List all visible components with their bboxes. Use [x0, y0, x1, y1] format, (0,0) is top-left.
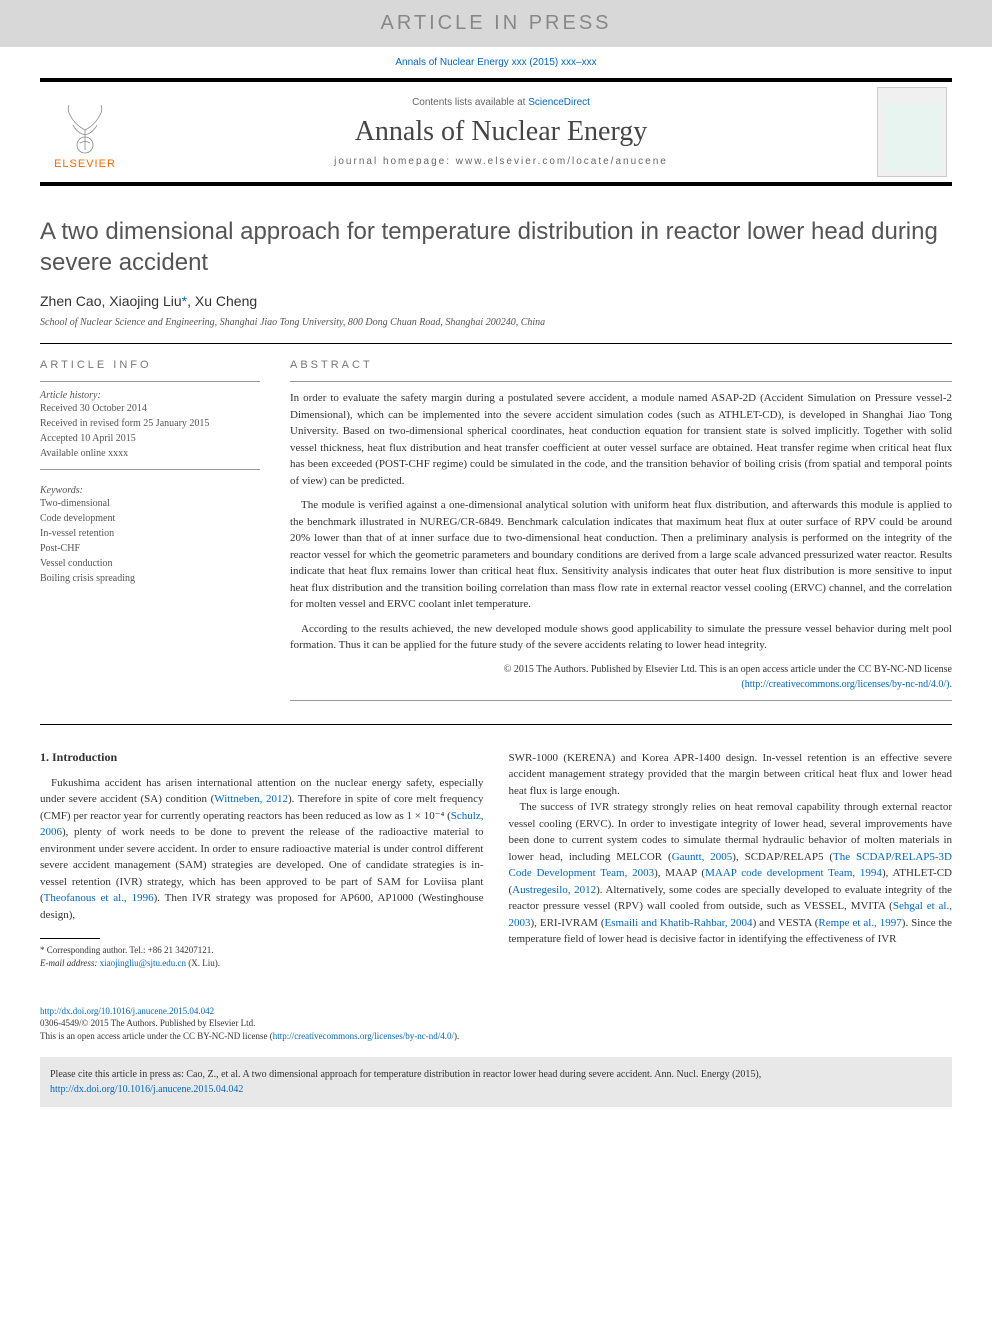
keyword-item: Two-dimensional [40, 496, 260, 511]
doi-link[interactable]: http://dx.doi.org/10.1016/j.anucene.2015… [40, 1006, 214, 1016]
contents-available-line: Contents lists available at ScienceDirec… [140, 97, 862, 108]
keyword-item: Vessel conduction [40, 556, 260, 571]
body-paragraph: Fukushima accident has arisen internatio… [40, 775, 484, 924]
bottom-info: http://dx.doi.org/10.1016/j.anucene.2015… [0, 1000, 992, 1053]
reference-link[interactable]: Theofanous et al., 1996 [44, 892, 154, 904]
body-paragraph: SWR-1000 (KERENA) and Korea APR-1400 des… [509, 750, 953, 800]
reference-link[interactable]: Rempe et al., 1997 [818, 917, 901, 929]
journal-cover-thumbnail [877, 87, 947, 177]
affiliation: School of Nuclear Science and Engineerin… [40, 317, 952, 328]
authors-line: Zhen Cao, Xiaojing Liu*, Xu Cheng [40, 293, 952, 309]
elsevier-logo: ELSEVIER [40, 82, 130, 182]
journal-header-center: Contents lists available at ScienceDirec… [130, 87, 872, 177]
info-divider [290, 381, 952, 382]
sciencedirect-link[interactable]: ScienceDirect [528, 97, 590, 108]
keyword-item: Post-CHF [40, 541, 260, 556]
section-heading: 1. Introduction [40, 750, 484, 765]
info-abstract-row: ARTICLE INFO Article history: Received 3… [40, 359, 952, 709]
abstract-paragraph: The module is verified against a one-dim… [290, 497, 952, 613]
top-citation: Annals of Nuclear Energy xxx (2015) xxx–… [0, 47, 992, 78]
reference-link[interactable]: Esmaili and Khatib-Rahbar, 2004 [605, 917, 753, 929]
citation-box: Please cite this article in press as: Ca… [40, 1057, 952, 1107]
left-column: 1. Introduction Fukushima accident has a… [40, 750, 484, 970]
keyword-item: In-vessel retention [40, 526, 260, 541]
article-in-press-banner: ARTICLE IN PRESS [0, 0, 992, 47]
history-label: Article history: [40, 390, 260, 401]
banner-text: ARTICLE IN PRESS [380, 12, 611, 34]
issn-line: 0306-4549/© 2015 The Authors. Published … [40, 1018, 255, 1028]
reference-link[interactable]: Wittneben, 2012 [214, 793, 288, 805]
history-item: Accepted 10 April 2015 [40, 431, 260, 446]
journal-header: ELSEVIER Contents lists available at Sci… [40, 78, 952, 186]
divider [40, 724, 952, 725]
body-paragraph: The success of IVR strategy strongly rel… [509, 799, 953, 948]
abstract-heading: ABSTRACT [290, 359, 952, 371]
corresponding-author-footnote: * Corresponding author. Tel.: +86 21 342… [40, 944, 484, 957]
keyword-item: Code development [40, 511, 260, 526]
abstract-paragraph: In order to evaluate the safety margin d… [290, 390, 952, 489]
article-content: A two dimensional approach for temperatu… [0, 186, 992, 1000]
history-item: Received in revised form 25 January 2015 [40, 416, 260, 431]
article-title: A two dimensional approach for temperatu… [40, 216, 952, 278]
abstract-copyright: © 2015 The Authors. Published by Elsevie… [290, 662, 952, 692]
journal-homepage-line: journal homepage: www.elsevier.com/locat… [140, 156, 862, 167]
citebox-doi-link[interactable]: http://dx.doi.org/10.1016/j.anucene.2015… [50, 1084, 243, 1095]
footnote-separator [40, 938, 100, 939]
email-link[interactable]: xiaojingliu@sjtu.edu.cn [100, 958, 186, 968]
history-item: Received 30 October 2014 [40, 401, 260, 416]
main-text-columns: 1. Introduction Fukushima accident has a… [40, 750, 952, 970]
reference-link[interactable]: Austregesilo, 2012 [512, 884, 596, 896]
journal-title: Annals of Nuclear Energy [140, 116, 862, 148]
reference-link[interactable]: Gauntt, 2005 [672, 851, 733, 863]
keywords-label: Keywords: [40, 485, 260, 496]
article-info-column: ARTICLE INFO Article history: Received 3… [40, 359, 260, 709]
reference-link[interactable]: MAAP code development Team, 1994 [705, 867, 882, 879]
info-divider [40, 469, 260, 470]
keyword-item: Boiling crisis spreading [40, 571, 260, 586]
bottom-license-link[interactable]: http://creativecommons.org/licenses/by-n… [273, 1031, 454, 1041]
elsevier-tree-icon [55, 95, 115, 155]
history-item: Available online xxxx [40, 446, 260, 461]
info-divider [290, 700, 952, 701]
elsevier-brand-text: ELSEVIER [54, 158, 116, 170]
email-footnote: E-mail address: xiaojingliu@sjtu.edu.cn … [40, 957, 484, 970]
divider [40, 343, 952, 344]
license-link[interactable]: (http://creativecommons.org/licenses/by-… [741, 679, 952, 690]
info-divider [40, 381, 260, 382]
abstract-paragraph: According to the results achieved, the n… [290, 621, 952, 654]
top-citation-link[interactable]: Annals of Nuclear Energy xxx (2015) xxx–… [395, 57, 596, 68]
abstract-column: ABSTRACT In order to evaluate the safety… [290, 359, 952, 709]
right-column: SWR-1000 (KERENA) and Korea APR-1400 des… [509, 750, 953, 970]
article-info-heading: ARTICLE INFO [40, 359, 260, 371]
